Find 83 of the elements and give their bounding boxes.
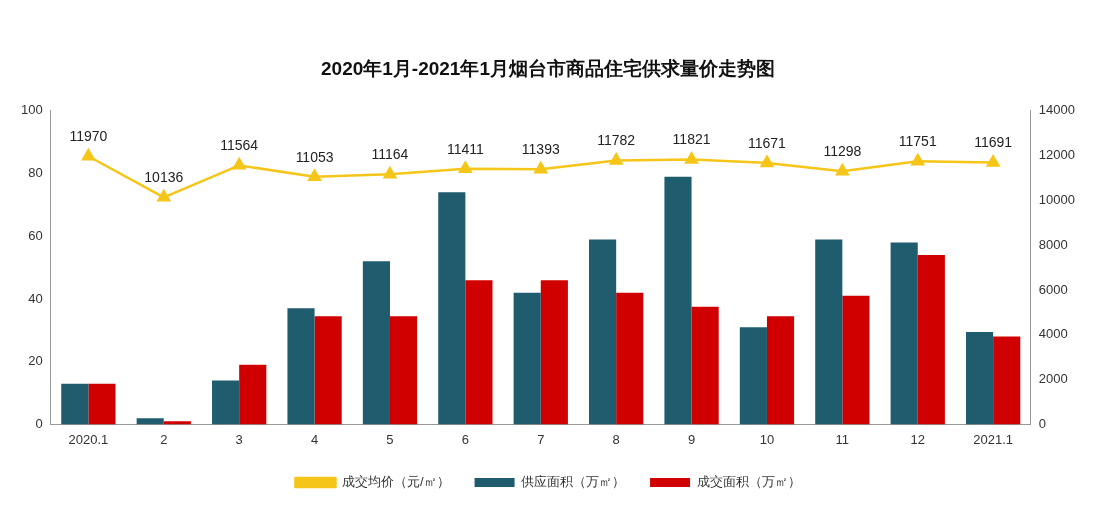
point xyxy=(308,169,322,182)
y2-tick-label: 6000 xyxy=(1038,281,1068,297)
x-tick-label: 12 xyxy=(910,431,925,447)
point xyxy=(685,152,699,164)
point xyxy=(232,158,246,170)
legend-label: 供应面积（万㎡） xyxy=(521,474,626,490)
bar xyxy=(993,336,1021,425)
point xyxy=(911,153,925,166)
bar xyxy=(815,239,843,425)
legend-label: 成交面积（万㎡） xyxy=(696,474,801,490)
x-tick-label: 6 xyxy=(461,431,469,447)
y-tick-label: 100 xyxy=(20,102,43,118)
point xyxy=(609,153,623,165)
y2-tick-label: 2000 xyxy=(1038,371,1068,387)
y2-tick-label: 12000 xyxy=(1038,147,1076,163)
bar xyxy=(917,255,945,425)
data-label: 11671 xyxy=(748,134,787,151)
data-label: 11164 xyxy=(371,146,409,163)
bar xyxy=(163,421,191,425)
y2-tick-label: 10000 xyxy=(1038,191,1076,207)
bar xyxy=(362,261,390,425)
data-label: 11821 xyxy=(672,131,711,148)
y2-tick-label: 4000 xyxy=(1038,326,1068,342)
data-label: 11751 xyxy=(898,133,937,150)
x-tick-label: 3 xyxy=(235,431,243,447)
bar xyxy=(61,383,89,425)
bar xyxy=(966,331,994,425)
y-tick-label: 40 xyxy=(28,290,43,306)
legend-label: 成交均价（元/㎡） xyxy=(341,474,450,490)
data-label: 11564 xyxy=(220,137,259,154)
bar xyxy=(239,364,267,425)
bar xyxy=(389,316,418,425)
bar xyxy=(739,327,767,425)
bar xyxy=(314,316,342,425)
bar xyxy=(589,239,617,425)
y-tick-label: 0 xyxy=(35,415,43,431)
y-tick-label: 20 xyxy=(28,353,43,369)
bar xyxy=(465,280,493,425)
point xyxy=(534,161,548,174)
point xyxy=(458,161,472,174)
data-label: 11691 xyxy=(974,134,1013,151)
bar xyxy=(842,295,870,425)
point xyxy=(986,155,1000,167)
x-tick-label: 8 xyxy=(612,431,620,447)
bar xyxy=(766,316,795,425)
point xyxy=(157,190,171,202)
bar xyxy=(287,308,315,425)
x-tick-label: 4 xyxy=(310,431,319,447)
bar xyxy=(540,280,568,425)
x-tick-label: 2020.1 xyxy=(68,431,109,447)
point xyxy=(760,155,774,168)
y2-tick-label: 0 xyxy=(1038,415,1047,431)
x-tick-label: 7 xyxy=(537,431,545,447)
x-tick-label: 9 xyxy=(687,431,696,447)
data-label: 11970 xyxy=(69,128,108,145)
data-label: 11053 xyxy=(295,148,334,165)
data-label: 11411 xyxy=(446,140,485,157)
data-label: 11782 xyxy=(597,132,636,149)
x-tick-label: 11 xyxy=(835,431,850,447)
y2-tick-label: 14000 xyxy=(1038,102,1076,118)
data-label: 10136 xyxy=(144,169,184,186)
data-label: 11393 xyxy=(521,141,560,158)
point xyxy=(81,149,95,161)
point xyxy=(383,167,397,179)
point xyxy=(835,164,849,176)
chart-title: 2020年1月-2021年1月烟台市商品住宅供求量价走势图 xyxy=(321,57,775,79)
y2-tick-label: 8000 xyxy=(1038,236,1068,252)
x-tick-label: 5 xyxy=(386,431,394,447)
x-tick-label: 2 xyxy=(160,431,168,447)
bar xyxy=(438,192,466,425)
bar xyxy=(664,176,692,425)
y-tick-label: 60 xyxy=(28,227,43,243)
x-tick-label: 2021.1 xyxy=(973,431,1014,447)
bar xyxy=(513,292,541,425)
bar xyxy=(691,306,719,425)
bar xyxy=(212,380,240,425)
bar xyxy=(88,383,116,425)
x-tick-label: 10 xyxy=(759,431,775,447)
y-tick-label: 80 xyxy=(28,165,43,181)
data-label: 11298 xyxy=(823,143,862,160)
bar xyxy=(890,242,918,425)
bar xyxy=(616,292,644,425)
bar xyxy=(136,418,164,425)
